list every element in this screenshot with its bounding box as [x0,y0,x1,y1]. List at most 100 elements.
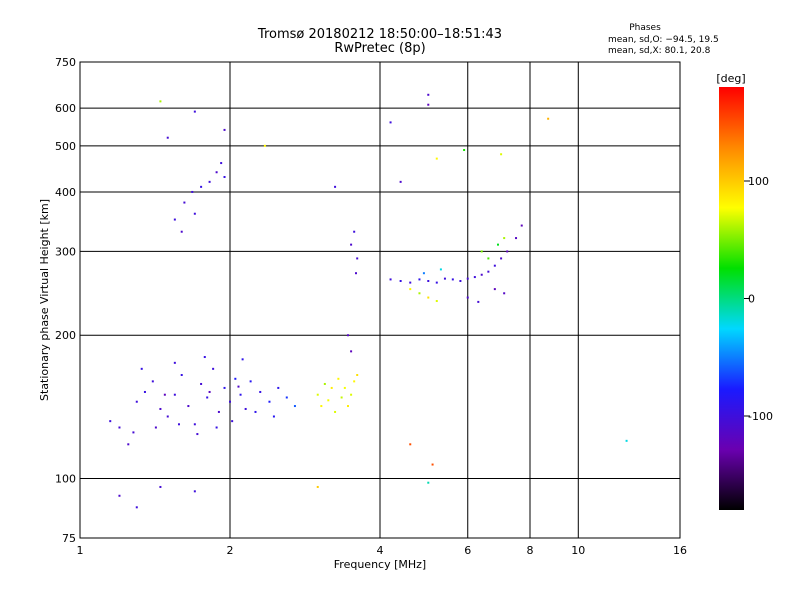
point-0-41 [237,385,240,388]
x-tick-4: 8 [527,544,534,557]
point-0-65 [350,243,353,246]
point-0-25 [293,405,296,408]
point-0-109 [427,93,430,96]
point-0-112 [463,148,466,151]
point-0-58 [200,185,203,188]
point-0-79 [459,280,462,283]
point-0-2 [135,400,138,403]
point-0-70 [350,350,353,353]
point-0-15 [223,386,226,389]
x-tick-labels: 1 2 4 6 8 10 16 [77,544,688,557]
point-0-11 [200,382,203,385]
point-0-105 [166,136,169,139]
point-0-13 [212,367,215,370]
point-0-55 [173,218,176,221]
point-0-101 [503,237,506,240]
point-0-45 [327,399,330,402]
point-0-103 [159,100,162,103]
point-0-37 [203,356,206,359]
point-0-74 [418,278,421,281]
colorbar-tick-2: -100 [748,410,773,423]
point-0-114 [547,117,550,120]
point-0-121 [118,494,121,497]
point-0-24 [285,396,288,399]
point-0-63 [180,230,183,233]
point-0-52 [350,393,353,396]
scatter-points [109,93,628,509]
point-0-91 [427,296,430,299]
point-0-115 [399,180,402,183]
point-0-104 [193,110,196,113]
point-0-47 [334,410,337,413]
point-0-1 [127,443,130,446]
point-0-97 [493,288,496,291]
chart-subtitle: RwPretec (8p) [334,41,425,56]
point-0-75 [427,280,430,283]
point-0-92 [435,300,438,303]
point-0-0 [118,426,121,429]
point-0-26 [109,420,112,423]
point-0-67 [356,257,359,260]
y-tick-2: 200 [55,329,76,342]
point-0-102 [480,250,483,253]
point-0-96 [477,300,480,303]
point-0-7 [173,393,176,396]
x-tick-3: 6 [464,544,471,557]
point-0-49 [340,396,343,399]
point-0-86 [506,250,509,253]
point-0-81 [473,276,476,279]
y-tick-4: 400 [55,186,76,199]
point-0-51 [346,405,349,408]
point-0-66 [353,230,356,233]
point-0-123 [159,485,162,488]
point-0-73 [409,281,412,284]
point-0-122 [135,506,138,509]
point-0-39 [163,393,166,396]
grid-lines [80,62,680,538]
point-0-32 [231,420,234,423]
point-0-42 [316,393,319,396]
point-0-5 [159,407,162,410]
y-axis-label: Stationary phase Virtual Height [km] [38,199,51,401]
point-0-116 [334,185,337,188]
point-0-46 [330,386,333,389]
point-0-99 [487,257,490,260]
point-0-107 [263,144,266,147]
point-0-34 [272,415,275,418]
point-0-36 [173,361,176,364]
x-tick-1: 2 [227,544,234,557]
point-0-93 [422,272,425,275]
point-0-19 [244,407,247,410]
point-0-118 [427,481,430,484]
point-0-113 [500,153,503,156]
point-0-62 [223,175,226,178]
point-0-30 [196,433,199,436]
y-tick-0: 75 [62,532,76,545]
x-tick-5: 10 [571,544,585,557]
colorbar-label: [deg] [716,72,745,85]
point-0-82 [480,273,483,276]
point-0-6 [166,415,169,418]
point-0-77 [443,277,446,280]
point-0-78 [451,278,454,281]
point-0-16 [229,400,231,403]
plot-frame [79,61,681,539]
y-tick-7: 750 [55,56,76,69]
point-0-20 [249,380,252,383]
point-0-85 [500,257,503,260]
point-0-27 [132,431,135,434]
point-0-56 [183,201,186,204]
point-0-12 [206,396,209,399]
point-0-17 [234,377,237,380]
point-0-88 [520,224,523,227]
point-0-40 [208,390,211,393]
point-0-89 [409,288,412,291]
point-0-14 [217,410,220,413]
point-0-54 [356,374,359,377]
point-0-95 [466,296,469,299]
point-0-61 [220,162,223,165]
point-0-98 [503,292,506,295]
point-0-31 [215,426,218,429]
y-tick-3: 300 [55,245,76,258]
point-0-94 [439,268,442,271]
